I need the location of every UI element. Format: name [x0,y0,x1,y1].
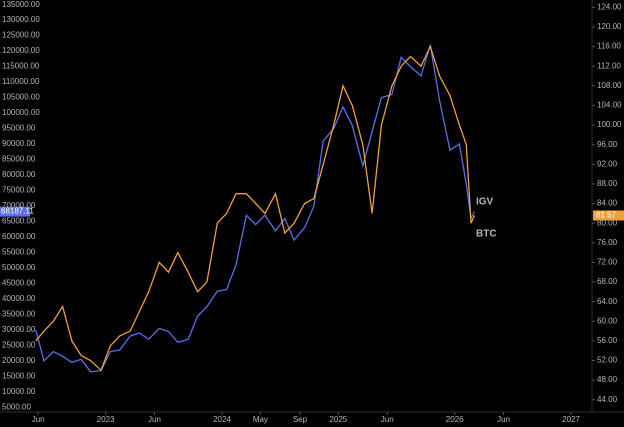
y-tick-label: 35000.00 [2,310,36,319]
y2-tick-label: 48.00 [597,375,618,384]
y2-tick-label: 60.00 [597,316,618,325]
x-tick-label: 2023 [97,415,115,424]
x-tick-label: Jun [32,415,45,424]
last-value-label: 68187.11 [1,207,34,216]
x-tick-label: May [253,415,268,424]
y2-tick-label: 104.00 [597,101,622,110]
y2-tick-label: 72.00 [597,258,618,267]
y2-tick-label: 84.00 [597,199,618,208]
series-line [35,44,476,372]
series-line [35,44,476,373]
y-tick-label: 100000.00 [2,108,40,117]
y2-tick-label: 92.00 [597,159,618,168]
x-tick-label: Sep [293,415,308,424]
y-tick-label: 60000.00 [2,232,36,241]
y-tick-label: 15000.00 [2,371,36,380]
y2-tick-label: 116.00 [597,42,621,51]
y2-tick-label: 100.00 [597,120,622,129]
y-tick-label: 45000.00 [2,279,36,288]
series-label: BTC [476,229,497,240]
y2-tick-label: 44.00 [597,395,618,404]
y-tick-label: 70000.00 [2,201,36,210]
x-tick-label: Jun [497,415,510,424]
y2-tick-label: 108.00 [597,81,622,90]
y-tick-label: 75000.00 [2,186,36,195]
last-value-label: 81.57 [596,211,617,220]
x-tick-label: Jun [148,415,161,424]
y-tick-label: 130000.00 [2,15,40,24]
y-tick-label: 135000.00 [2,0,40,9]
x-tick-label: 2027 [562,415,580,424]
y-tick-label: 50000.00 [2,263,36,272]
x-tick-label: 2026 [446,415,464,424]
y2-tick-label: 80.00 [597,218,618,227]
y-tick-label: 30000.00 [2,325,36,334]
y2-tick-label: 96.00 [597,140,618,149]
y2-tick-label: 52.00 [597,356,618,365]
y-tick-label: 65000.00 [2,217,36,226]
y-tick-label: 10000.00 [2,387,36,396]
last-value-badge [593,210,624,221]
y2-tick-label: 68.00 [597,277,618,286]
y2-tick-label: 64.00 [597,297,618,306]
series-label: IGV [476,197,494,208]
y-tick-label: 110000.00 [2,77,40,86]
y-tick-label: 95000.00 [2,124,36,133]
y-tick-label: 25000.00 [2,341,36,350]
y-tick-label: 55000.00 [2,248,36,257]
x-tick-label: 2024 [213,415,231,424]
y2-tick-label: 112.00 [597,61,621,70]
y-tick-label: 105000.00 [2,93,40,102]
y-tick-label: 40000.00 [2,294,36,303]
x-tick-label: 2025 [329,415,347,424]
y-tick-label: 85000.00 [2,155,36,164]
x-tick-label: Jun [381,415,394,424]
last-value-badge [0,206,30,217]
y-tick-label: 80000.00 [2,170,36,179]
y2-tick-label: 124.00 [597,2,622,11]
y-tick-label: 115000.00 [2,62,40,71]
y-tick-label: 5000.00 [2,402,31,411]
y2-tick-label: 120.00 [597,22,622,31]
y-tick-label: 90000.00 [2,139,36,148]
y2-tick-label: 76.00 [597,238,618,247]
y-tick-label: 20000.00 [2,356,36,365]
y2-tick-label: 88.00 [597,179,618,188]
y-tick-label: 120000.00 [2,46,40,55]
y-tick-label: 125000.00 [2,31,40,40]
y2-tick-label: 56.00 [597,336,618,345]
